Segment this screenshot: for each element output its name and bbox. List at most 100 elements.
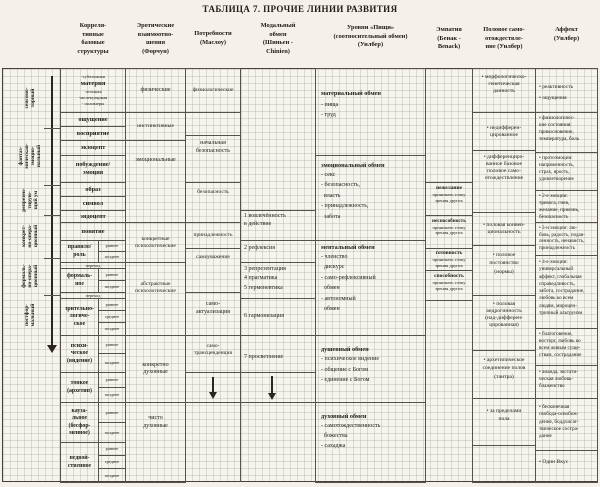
section-divider	[44, 295, 60, 296]
cell-affect-protoemotions: • протоэмоции: напряженность, страх, яро…	[535, 152, 598, 191]
cell-erotic-emotional: эмоциональные	[125, 140, 186, 223]
cell-struct-symbol: символ	[60, 196, 126, 211]
cell-struct-psychic: психи- ческое (видение)	[60, 335, 99, 373]
section-divider	[44, 258, 60, 259]
col-header-needs: Потребности (Маслоу)	[194, 30, 232, 46]
cell-need-physiological: физиологические	[185, 68, 241, 113]
cell-erotic-concrete-spiritual: конкретно духовные	[125, 335, 186, 403]
cell-erotic-instinctive: инстинктивные	[125, 112, 186, 141]
cell-affect-one-taste: • Один Вкус	[535, 450, 598, 483]
needs-arrow-line	[212, 377, 214, 393]
cell-need-self-esteem: самоуважение	[185, 248, 241, 293]
cell-need-self-transcendence: само- трансценденция	[185, 335, 241, 373]
cell-empathy-readiness: готовность принимать точку зрения других	[425, 248, 473, 271]
cell-struct-nondual: недвой- ственное	[60, 442, 99, 483]
cell-gender-beyond-sex: • за пределами пола	[472, 398, 536, 446]
food-mental-body: - членство дискурс - само-рефлексивный о…	[321, 253, 376, 313]
cell-modal-6: 6 гармонизация	[240, 298, 316, 336]
col-header-erotic: Эротические взаимоотно- шения (Форчун)	[136, 22, 175, 55]
page-title: ТАБЛИЦА 7. ПРОЧИЕ ЛИНИИ РАЗВИТИЯ	[202, 4, 398, 14]
empathy-head: нежелание	[435, 185, 463, 191]
stage-late: позднее	[98, 387, 126, 403]
cell-modal-2: 2 рефлексия	[240, 240, 316, 263]
stage-late: позднее	[98, 468, 126, 483]
cell-food-emotional: эмоциональный обмен - секс - безопасност…	[315, 155, 426, 241]
cell-modal-1: 1 вовлечённость в действие	[240, 210, 316, 241]
empathy-body: принимать точку зрения других	[432, 224, 466, 236]
cell-gender-empty	[472, 445, 536, 483]
cell-affect-physiological: • физиологичес- кие состояния: прикоснов…	[535, 112, 598, 153]
cell-need-belonging: принадлежность	[185, 222, 241, 249]
food-mental-head: ментальный обмен	[321, 244, 375, 251]
empathy-head: способность	[434, 273, 464, 279]
cell-struct-rule-role: правило/ роль	[60, 240, 99, 263]
axis-postformal: постфор- мальный	[23, 303, 36, 327]
cell-struct-causal: кауза- льное (бесфор- менное)	[60, 402, 99, 443]
development-arrow-line	[51, 76, 53, 346]
stage-late: позднее	[98, 422, 126, 443]
cell-modal-3-4-5: 3 репрезентация 4 прагматика 5 герменевт…	[240, 262, 316, 299]
col-header-modal: Модальный обмен (Шиньен - Chinien)	[260, 22, 296, 55]
cell-struct-image: образ	[60, 182, 126, 197]
section-divider	[44, 128, 60, 129]
food-emotional-body: - секс - безопасность, власть - принадле…	[321, 171, 369, 220]
cell-erotic-abstract-psych: абстрактные психологические	[125, 262, 186, 336]
stage-late: позднее	[98, 322, 126, 336]
axis-concrete-operational: конкрет- но-опера- ционный	[20, 224, 40, 248]
cell-affect-3rd-emotions: • 3-и эмоции: лю- бовь, радость, подав- …	[535, 222, 598, 256]
empathy-body: принимать точку зрения других	[432, 191, 466, 203]
cell-empathy-inability: неспособность принимать точку зрения дру…	[425, 215, 473, 249]
cell-struct-exocept: экзоцепт	[60, 140, 126, 156]
col-header-affect: Аффект (Уилбер)	[553, 26, 580, 42]
struct-subatomic-label: -субатомная	[81, 74, 105, 80]
cell-struct-sensation: ощущение	[60, 112, 126, 127]
cell-affect-freedom: • бесконечная свобода-освобож- дение, бо…	[535, 398, 598, 451]
cell-erotic-physical: физические	[125, 68, 186, 113]
cell-struct-vision-logic: зрительно- логиче- ское	[60, 298, 99, 336]
col-header-structures: Корреля- тивные базовые структуры	[77, 22, 109, 55]
cell-affect-2nd-emotions: • 2-е эмоции: тревога, гнев, желание, пр…	[535, 190, 598, 223]
stage-early: раннее	[98, 372, 126, 388]
cell-need-initial-safety: начальная безопасность	[185, 135, 241, 183]
stage-early: раннее	[98, 335, 126, 354]
empathy-head: неспособность	[432, 218, 466, 224]
food-material-body: - пища - труд	[321, 101, 339, 118]
cell-gender-differentiated: • дифференциро- ванное базовое половое с…	[472, 150, 536, 213]
cell-need-safety: безопасность	[185, 182, 241, 223]
food-emotional-head: эмоциональный обмен	[321, 162, 385, 169]
cell-gender-constancy: • половое постоянство (нормы)	[472, 245, 536, 296]
cell-modal-arrow	[240, 372, 316, 403]
struct-matter-label: материя	[80, 80, 106, 88]
food-spiritual-head: духовный обмен	[321, 413, 367, 420]
affect-sensations: • ощущения	[539, 94, 567, 101]
axis-formal-operational: формаль- но-опера- ционный	[20, 264, 40, 288]
col-header-gender: Половое само- отождествле- ние (Уилбер)	[483, 26, 525, 51]
axis-representational-mind: репрезен- тирую- щий ум	[20, 188, 40, 212]
stage-early: раннее	[98, 442, 126, 456]
cell-gender-undifferentiated: • недифферен- цированное	[472, 112, 536, 151]
food-spiritual-body: - самотождественность божества - сахаджа	[321, 422, 381, 450]
food-material-head: материальный обмен	[321, 90, 381, 97]
cell-food-material: материальный обмен - пища - труд	[315, 68, 426, 156]
cell-affect-reactivity: • реактивность • ощущения	[535, 68, 598, 113]
cell-empathy-ability: способность принимать точку зрения други…	[425, 270, 473, 301]
axis-phantasmic-emotional: фантаз- мическая- эмоцио- нальный	[17, 143, 43, 169]
down-arrow-icon	[268, 393, 276, 400]
food-soul-body: - психическое видение - общение с Богом …	[321, 355, 379, 384]
cell-gender-androgyny: • половая андрогинность (над-дифферен- ц…	[472, 295, 536, 351]
section-divider	[44, 215, 60, 216]
empathy-body: принимать точку зрения других	[432, 279, 466, 291]
table-frame	[2, 68, 598, 482]
cell-empathy-unwillingness: нежелание принимать точку зрения других	[425, 182, 473, 216]
cell-gender-tantra: • архетипическое соединение полов (тантр…	[472, 350, 536, 399]
empathy-body: принимать точку зрения других	[432, 256, 466, 268]
cell-erotic-concrete-psych: конкретные психологические	[125, 222, 186, 263]
cell-struct-subtle: тонкое (архетип)	[60, 372, 99, 403]
cell-food-soul: душевный обмен - психическое видение - о…	[315, 335, 426, 403]
stage-middle: среднее	[98, 455, 126, 469]
cell-food-spiritual: духовный обмен - самотождественность бож…	[315, 402, 426, 483]
cell-affect-awe: • благоговение, восторг, любовь ко всем …	[535, 328, 598, 366]
struct-matter-notes: -атомная -молекулярная - полимеры	[78, 88, 108, 106]
cell-struct-perception: восприятие	[60, 126, 126, 141]
cell-struct-impulse: побуждение/ эмоция	[60, 155, 126, 183]
